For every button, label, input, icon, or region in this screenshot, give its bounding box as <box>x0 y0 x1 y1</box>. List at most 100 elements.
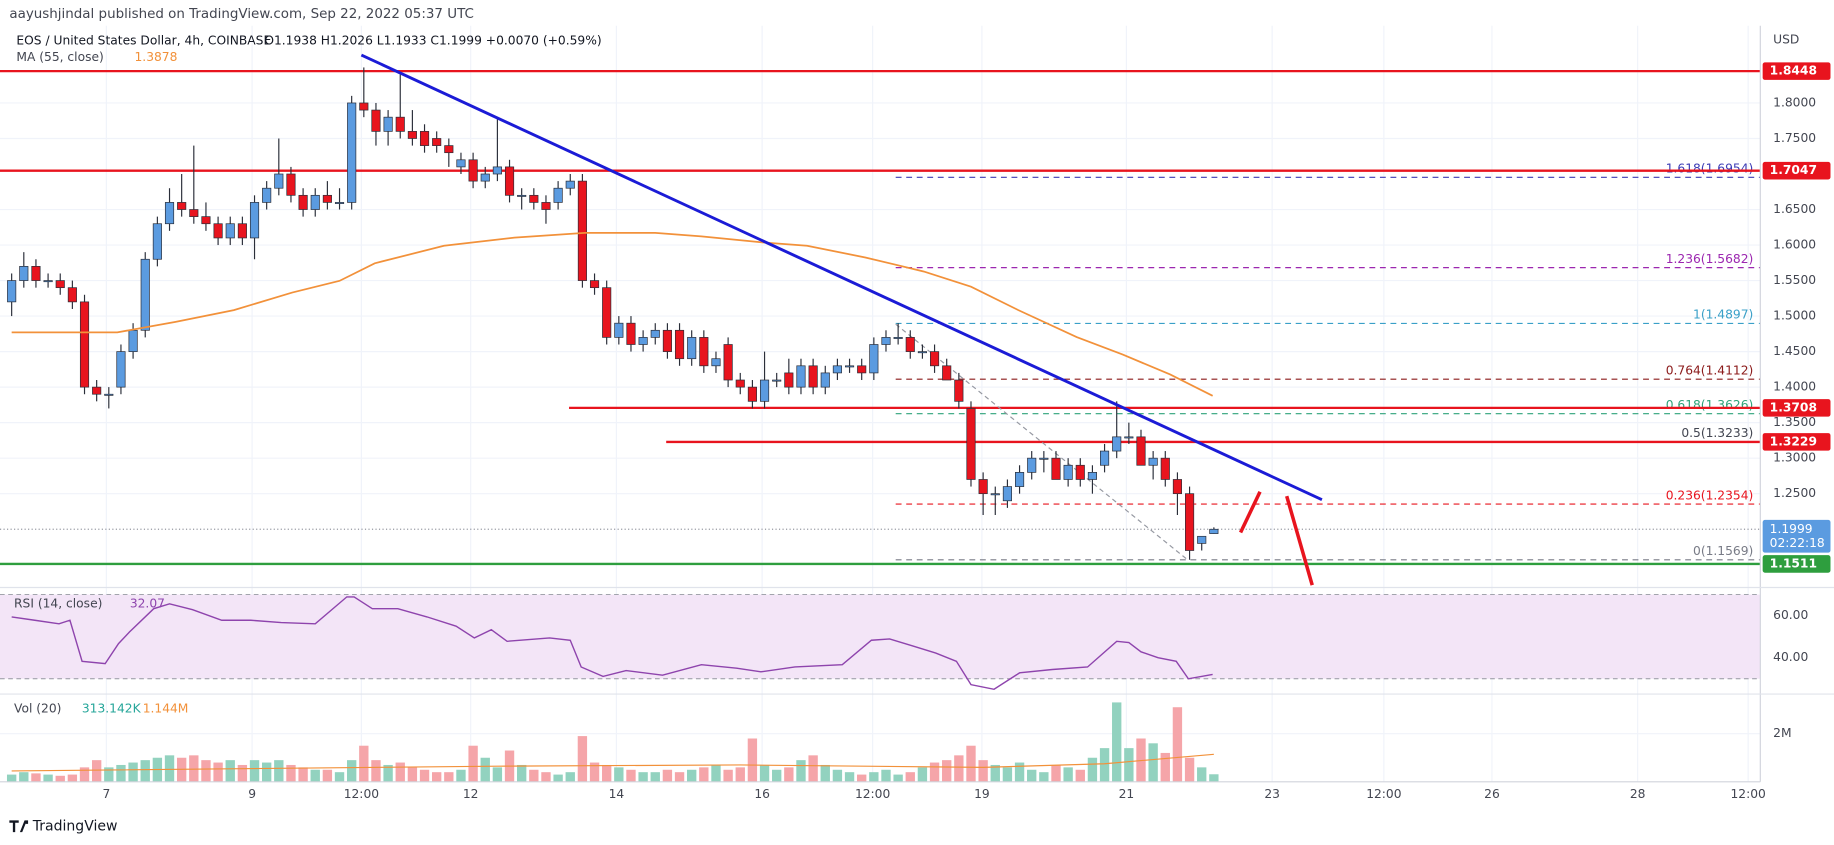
candle-body <box>310 194 320 210</box>
volume-bar <box>881 769 891 782</box>
ma-line <box>11 232 1214 397</box>
annotation-layer: 1.618(1.6954) 1.236(1.5682) 1(1.4897) 0.764… <box>0 69 1761 566</box>
volume-bar <box>942 760 952 782</box>
volume-bar <box>334 772 345 782</box>
x-tick-label: 12:00 <box>1366 787 1401 801</box>
volume-bar <box>286 764 296 782</box>
candle-body <box>1185 493 1195 551</box>
candle-body <box>553 187 563 203</box>
candle-body <box>541 202 551 210</box>
volume-bar <box>1112 702 1122 782</box>
last-price-label: 1.1999 <box>1770 522 1813 536</box>
rsi-line <box>11 596 1213 691</box>
symbol: EOS / United States Dollar, 4h, COINBASE <box>16 33 271 47</box>
volume-bar <box>201 760 211 782</box>
volume-bar <box>395 762 405 782</box>
volume-bar <box>589 762 600 782</box>
candle-body <box>67 287 77 303</box>
candle-body <box>1087 472 1097 480</box>
volume-bar <box>954 755 964 782</box>
volume-bar <box>237 764 248 782</box>
countdown: 02:22:18 <box>1770 536 1825 550</box>
volume-bar <box>79 767 90 782</box>
level-label: 1.3708 <box>1770 400 1817 414</box>
volume-bar <box>808 755 818 782</box>
volume-bar <box>128 762 138 782</box>
candle-body <box>1002 486 1012 502</box>
volume-bar <box>274 760 284 782</box>
rsi-legend: RSI (14, close) <box>14 596 102 610</box>
y-tick-label: 1.6000 <box>1773 238 1816 252</box>
x-tick-label: 7 <box>102 787 110 801</box>
candle-body <box>31 266 41 281</box>
x-tick-label: 12:00 <box>1730 787 1765 801</box>
volume-bar <box>310 769 320 782</box>
level-label: 1.1511 <box>1770 556 1817 570</box>
volume-bar <box>383 764 393 782</box>
y-tick-label: 1.3500 <box>1773 415 1816 429</box>
candle-body <box>164 202 175 225</box>
candle-body <box>638 337 648 345</box>
fib-label: 1.236(1.5682) <box>1666 252 1754 266</box>
volume-bar <box>225 760 235 782</box>
candle-body <box>1051 457 1061 480</box>
level-box <box>1762 555 1831 573</box>
volume-bar <box>19 772 29 782</box>
rsi-tick-label: 60.00 <box>1773 608 1808 622</box>
volume-bar <box>747 738 758 782</box>
candle-body <box>407 131 417 139</box>
volume-bar <box>711 764 721 782</box>
volume-bar <box>1002 767 1013 782</box>
fib-label: 0.764(1.4112) <box>1666 363 1754 377</box>
volume-tick-label: 2M <box>1773 726 1791 740</box>
candle-body <box>966 408 976 480</box>
candle-body <box>213 223 223 239</box>
x-tick-label: 12:00 <box>344 787 379 801</box>
volume-bar <box>359 745 369 782</box>
volume-bar <box>650 772 660 782</box>
candle-body <box>808 365 818 388</box>
volume-bar <box>1172 707 1183 782</box>
candle-body <box>747 386 757 402</box>
volume-bar <box>1148 743 1158 782</box>
rsi-value: 32.07 <box>130 596 165 610</box>
volume-bar <box>431 772 442 782</box>
candle-body <box>1075 464 1085 480</box>
x-tick-label: 14 <box>609 787 625 801</box>
level-box <box>1762 161 1831 180</box>
volume-bar <box>346 760 357 782</box>
x-tick-label: 12 <box>463 787 479 801</box>
currency: USD <box>1773 32 1799 46</box>
volume-bar <box>249 760 260 782</box>
volume-bar <box>104 767 114 782</box>
candle-body <box>990 493 1000 496</box>
volume-bar <box>638 772 648 782</box>
volume-legend: Vol (20) <box>14 702 61 716</box>
candle-body <box>286 173 296 196</box>
volume-bar <box>1184 757 1195 782</box>
volume-bar <box>784 767 794 782</box>
volume-bar <box>1160 752 1170 782</box>
logo: TradingView <box>9 818 118 834</box>
volume-bar <box>565 772 575 782</box>
volume-bar <box>966 745 976 782</box>
volume-bar <box>857 774 867 782</box>
level-label: 1.3229 <box>1770 434 1817 448</box>
volume-bar <box>1075 769 1085 782</box>
candle-body <box>395 116 405 132</box>
volume-bar <box>468 745 478 782</box>
candle-body <box>735 379 745 388</box>
volume-bar <box>602 764 612 782</box>
volume-bar <box>626 769 636 782</box>
volume-bar <box>1099 748 1110 782</box>
candle-body <box>565 180 575 189</box>
volume-bar <box>759 764 770 782</box>
volume-bar <box>298 767 308 782</box>
candle-body <box>419 131 430 146</box>
x-tick-label: 23 <box>1264 787 1280 801</box>
fib-label: 0.236(1.2354) <box>1666 488 1754 502</box>
volume-bar <box>140 760 150 782</box>
y-tick-label: 1.7500 <box>1773 131 1816 145</box>
candle-body <box>626 322 636 345</box>
rsi-band <box>0 594 1761 679</box>
